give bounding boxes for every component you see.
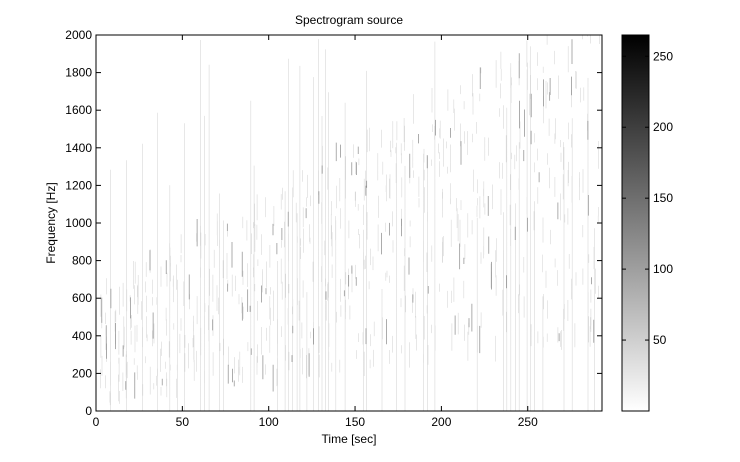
spectrogram-image <box>100 35 600 411</box>
colorbar-tick-label: 100 <box>653 262 673 276</box>
colorbar-tick-label: 150 <box>653 191 673 205</box>
colorbar-tick-label: 200 <box>653 120 673 134</box>
y-axis-ticks: 0 200 400 600 800 1000 1200 1400 1600 1800 2000 <box>65 28 602 418</box>
y-tick-label: 600 <box>72 291 92 305</box>
y-axis-label: Frequency [Hz] <box>44 182 58 263</box>
x-tick-label: 100 <box>259 415 279 429</box>
colorbar-ticks: 50 100 150 200 250 <box>622 49 673 347</box>
y-tick-label: 1400 <box>65 141 92 155</box>
y-tick-label: 200 <box>72 366 92 380</box>
x-tick-label: 150 <box>345 415 365 429</box>
x-tick-label: 200 <box>431 415 451 429</box>
y-tick-label: 0 <box>85 404 92 418</box>
y-tick-label: 2000 <box>65 28 92 42</box>
y-tick-label: 1800 <box>65 66 92 80</box>
y-tick-label: 1000 <box>65 216 92 230</box>
x-axis-ticks: 0 50 100 150 200 250 <box>93 35 538 429</box>
chart-title: Spectrogram source <box>295 13 403 27</box>
spectrogram-streaks-faint <box>100 35 600 411</box>
colorbar-tick-label: 50 <box>653 333 667 347</box>
spectrogram-streaks-strong <box>101 39 595 399</box>
y-tick-label: 400 <box>72 329 92 343</box>
colorbar-tick-label: 250 <box>653 49 673 63</box>
y-tick-label: 1600 <box>65 103 92 117</box>
x-axis-label: Time [sec] <box>322 432 377 446</box>
x-tick-label: 0 <box>93 415 100 429</box>
x-tick-label: 50 <box>176 415 190 429</box>
colorbar <box>621 34 650 412</box>
x-tick-label: 250 <box>518 415 538 429</box>
y-tick-label: 1200 <box>65 178 92 192</box>
y-tick-label: 800 <box>72 254 92 268</box>
